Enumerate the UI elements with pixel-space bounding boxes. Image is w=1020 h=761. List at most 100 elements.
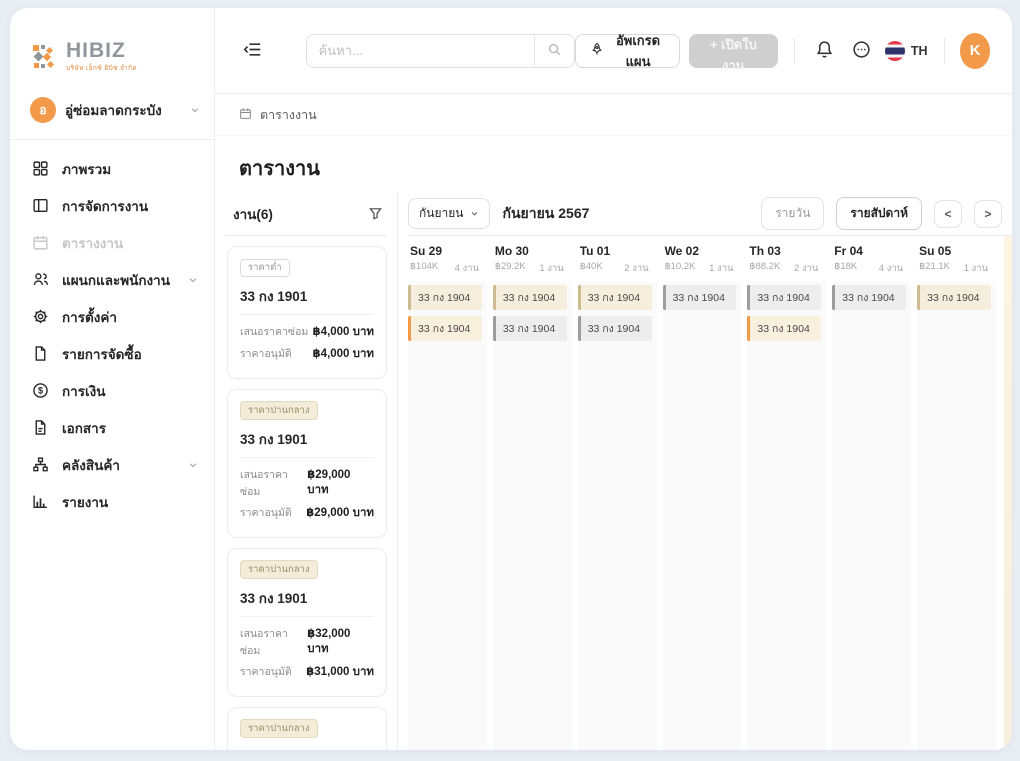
sidebar-item-reports[interactable]: รายงาน [10, 483, 214, 520]
day-count: 1 งาน [963, 263, 989, 274]
event-chip[interactable]: 33 กง 1904 [577, 285, 652, 310]
day-column: 33 กง 1904 [832, 282, 912, 750]
event-chip[interactable]: 33 กง 1904 [492, 285, 567, 310]
brand-logo: HIBIZ บริษัท เอ็กซ์ ฮิบิซ จำกัด [10, 40, 214, 73]
day-amount: ฿10.2K [664, 261, 696, 272]
search-button[interactable] [534, 34, 575, 67]
org-selector[interactable]: อ อู่ซ่อมลาดกระบัง [30, 97, 200, 123]
day-column: 33 กง 1904 [662, 282, 742, 750]
collapse-sidebar-button[interactable] [237, 34, 268, 68]
divider [943, 37, 945, 64]
sidebar-item-staff[interactable]: แผนกและพนักงาน [10, 261, 214, 298]
content: งาน(6) ราคาต่ำ 33 กง 1901 เสนอราคาซ่อม ฿4… [215, 192, 1012, 750]
sidebar-item-overview[interactable]: ภาพรวม [10, 150, 214, 187]
user-avatar[interactable]: K [960, 32, 991, 69]
job-title: 33 กง 1901 [240, 288, 308, 304]
event-chip[interactable]: 33 กง 1904 [917, 285, 991, 310]
document-icon [32, 419, 49, 436]
day-count: 2 งาน [624, 263, 649, 274]
quote-label: เสนอราคาซ่อม [240, 627, 288, 657]
sidebar-item-job-management[interactable]: การจัดการงาน [10, 187, 214, 224]
event-chip[interactable]: 33 กง 1904 [832, 285, 907, 310]
day-column: 33 กง 1904 [917, 282, 996, 750]
topbar-actions: อัพเกรดแผน + เปิดใบงาน TH K [575, 32, 991, 73]
job-card[interactable]: ราคาปานกลาง 33 กง 1901 เสนอราคาซ่อม ฿29,0… [227, 388, 387, 538]
day-header: Fr 04 ฿18K 4 งาน [834, 244, 904, 274]
approved-label: ราคาอนุมัติ [240, 665, 292, 678]
chevron-down-icon [188, 275, 198, 285]
calendar-toolbar: กันยายน กันยายน 2567 รายวัน รายสัปดาห์ <… [408, 192, 1012, 236]
brand-logo-icon [30, 42, 60, 72]
job-title: 33 กง 1901 [240, 746, 374, 751]
day-amount: ฿88.2K [749, 261, 781, 272]
sidebar-item-inventory[interactable]: คลังสินค้า [10, 446, 214, 483]
view-weekly-button[interactable]: รายสัปดาห์ [836, 197, 922, 230]
notifications-button[interactable] [811, 34, 839, 68]
chevron-down-icon [190, 105, 200, 115]
thai-flag-icon [884, 40, 905, 61]
event-chip[interactable]: 33 กง 1904 [408, 316, 482, 341]
jobs-count-label: งาน(6) [233, 206, 273, 222]
approved-label: ราคาอนุมัติ [240, 347, 292, 360]
chevron-down-icon [470, 207, 479, 221]
grid-icon [32, 160, 49, 177]
day-amount: ฿40K [579, 261, 603, 272]
day-header-row: Su 29 ฿104K 4 งาน Mo 30 ฿29.2K 1 งาน Tu 01 ฿4… [408, 236, 996, 282]
page-icon [32, 345, 49, 362]
day-header: We 02 ฿10.2K 1 งาน [664, 244, 734, 274]
sidebar-item-settings[interactable]: การตั้งค่า [10, 298, 214, 335]
job-card[interactable]: ราคาปานกลาง 33 กง 1901 เสนอราคาซ่อม ฿32,0… [227, 547, 387, 697]
brand-name: HIBIZ [66, 39, 126, 62]
sidebar-item-finance[interactable]: $ การเงิน [10, 372, 214, 409]
board-icon [32, 197, 49, 214]
search-icon [547, 42, 562, 60]
filter-button[interactable] [368, 206, 383, 221]
event-chip[interactable]: 33 กง 1904 [577, 316, 652, 341]
breadcrumb: ตารางงาน [215, 94, 1012, 136]
event-chip[interactable]: 33 กง 1904 [747, 285, 822, 310]
open-job-button[interactable]: + เปิดใบงาน [688, 33, 778, 73]
next-week-button[interactable]: > [974, 199, 1002, 228]
page-title: ตารางาน [239, 158, 320, 180]
upgrade-plan-button[interactable]: อัพเกรดแผน [575, 33, 680, 69]
sidebar-item-documents[interactable]: เอกสาร [10, 409, 214, 446]
prev-week-button[interactable]: < [934, 199, 962, 228]
sidebar-item-purchasing[interactable]: รายการจัดซื้อ [10, 335, 214, 372]
sidebar-divider [10, 139, 214, 140]
boxes-icon [32, 456, 49, 473]
gear-icon [32, 308, 49, 325]
event-chip[interactable]: 33 กง 1904 [408, 285, 482, 310]
chart-icon [32, 493, 49, 510]
event-chip[interactable]: 33 กง 1904 [662, 285, 737, 310]
jobs-panel-header: งาน(6) [225, 192, 387, 236]
day-count: 1 งาน [539, 263, 564, 274]
calendar-grid: Su 29 ฿104K 4 งาน Mo 30 ฿29.2K 1 งาน Tu 01 ฿4… [408, 236, 1012, 750]
day-count: 2 งาน [794, 263, 819, 274]
event-chip[interactable]: 33 กง 1904 [747, 316, 822, 341]
month-title: กันยายน 2567 [502, 204, 590, 221]
day-column: 33 กง 1904 33 กง 1904 [747, 282, 827, 750]
day-column: 33 กง 1904 33 กง 1904 [408, 282, 487, 750]
month-dropdown[interactable]: กันยายน [408, 198, 491, 229]
search-bar [305, 33, 576, 68]
org-avatar: อ [30, 97, 56, 123]
rocket-icon [590, 42, 604, 59]
breadcrumb-label[interactable]: ตารางงาน [260, 107, 317, 122]
job-card[interactable]: ราคาต่ำ 33 กง 1901 เสนอราคาซ่อม ฿4,000 บา… [227, 246, 387, 379]
price-badge: ราคาต่ำ [240, 258, 290, 277]
view-daily-button[interactable]: รายวัน [761, 197, 825, 230]
chat-button[interactable] [848, 34, 876, 68]
job-card[interactable]: ราคาปานกลาง 33 กง 1901 เสนอราคาซ่อม฿22,0… [227, 706, 387, 751]
bell-icon [815, 40, 834, 62]
price-badge: ราคาปานกลาง [240, 401, 318, 420]
day-header: Th 03 ฿88.2K 2 งาน [749, 244, 819, 274]
day-body-row: 33 กง 1904 33 กง 1904 33 กง 1904 33 กง 1… [408, 282, 996, 750]
brand-subtitle: บริษัท เอ็กซ์ ฮิบิซ จำกัด [66, 65, 137, 72]
language-selector[interactable]: TH [884, 34, 928, 68]
search-input[interactable] [306, 34, 535, 67]
approved-value: ฿29,000 บาท [306, 506, 374, 519]
dollar-icon: $ [32, 382, 49, 399]
app-window: HIBIZ บริษัท เอ็กซ์ ฮิบิซ จำกัด อ อู่ซ่อ… [10, 8, 1012, 750]
event-chip[interactable]: 33 กง 1904 [492, 316, 567, 341]
sidebar-item-schedule[interactable]: ตารางงาน [10, 224, 214, 261]
